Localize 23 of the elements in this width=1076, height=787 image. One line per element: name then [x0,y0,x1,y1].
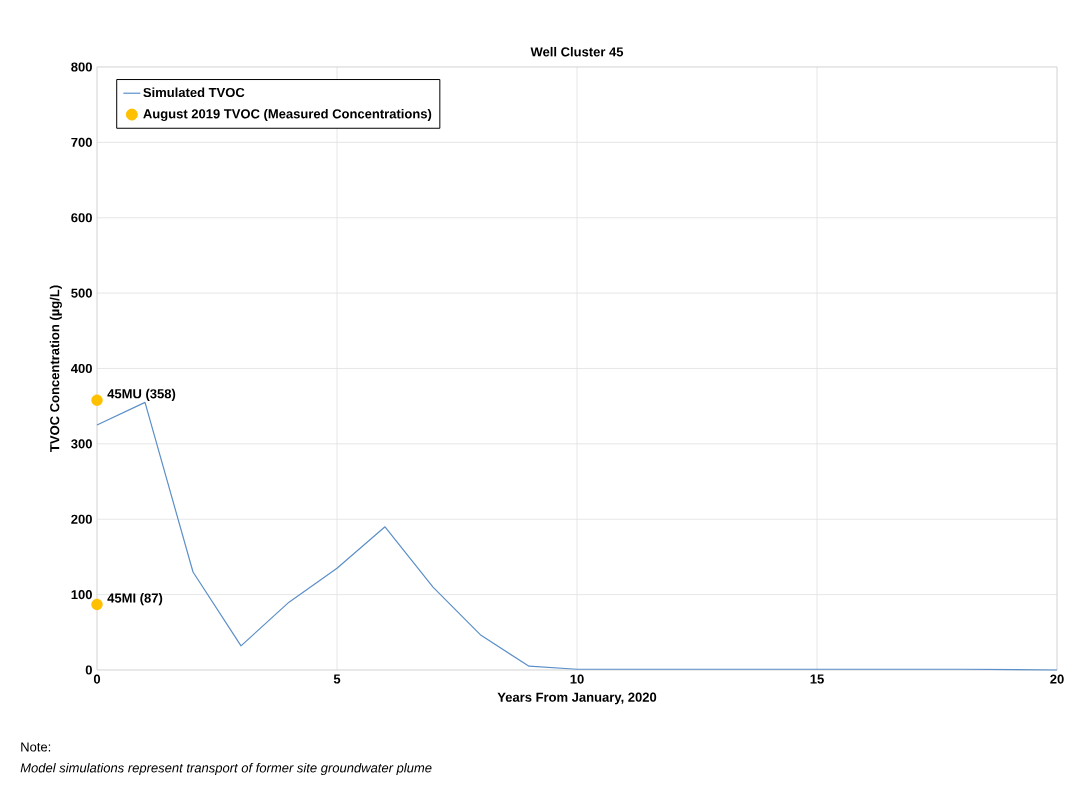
annotation: 45MU (358) [107,388,176,401]
y-axis-title: TVOC Concentration (µg/L) [49,285,62,452]
text: Model simulations represent transport of former site groundwater plume [20,762,432,776]
legend-label: Simulated TVOC [143,87,245,98]
y-tick-label: 500 [71,288,92,298]
y-tick-label: 600 [71,213,92,223]
chart-title: Well Cluster 45 [530,46,624,57]
x-tick-label: 20 [1050,674,1064,684]
y-tick-label: 800 [71,62,92,72]
x-tick-label: 0 [93,674,101,684]
text: Note: [21,742,51,752]
legend-label: August 2019 TVOC (Measured Concentrations) [143,108,432,122]
y-tick-label: 700 [71,137,92,147]
x-axis-title: Years From January, 2020 [497,692,657,705]
y-tick-label: 300 [71,439,92,449]
y-tick-label: 0 [85,665,92,675]
annotation: 45MI (87) [107,593,163,606]
y-tick-label: 200 [71,514,92,524]
y-tick-label: 100 [71,590,92,600]
x-tick-label: 15 [810,674,824,684]
x-tick-label: 5 [333,674,341,684]
x-tick-label: 10 [570,674,584,684]
y-tick-label: 400 [70,363,92,374]
